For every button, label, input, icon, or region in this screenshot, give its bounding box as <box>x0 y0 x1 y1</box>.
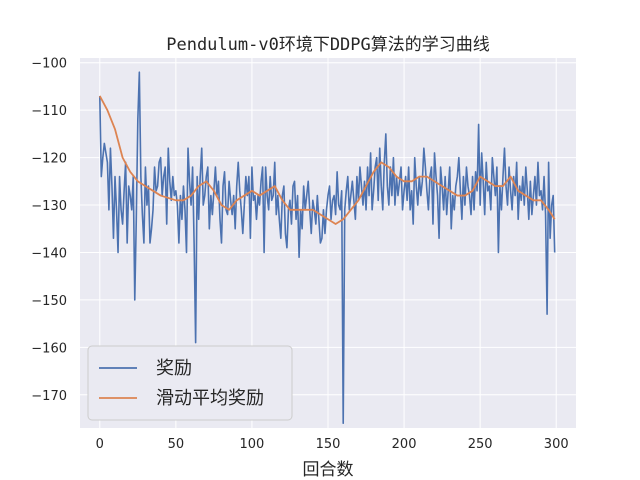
x-tick-label: 300 <box>544 437 569 452</box>
y-tick-label: −120 <box>31 152 67 167</box>
grid-layer <box>80 58 576 428</box>
x-tick-label: 250 <box>468 437 493 452</box>
moving-average-line <box>98 95 556 225</box>
y-tick-label: −110 <box>31 104 67 119</box>
legend-label-reward: 奖励 <box>156 358 192 379</box>
x-tick-label: 150 <box>316 437 341 452</box>
series-layer <box>98 71 556 425</box>
x-tick-label: 50 <box>168 437 185 452</box>
x-axis-label: 回合数 <box>303 460 354 480</box>
tick-layer: 0 50 100 150 200 250 300 −100 −110 −120 −130 −140 −1… <box>31 57 568 452</box>
legend-box <box>87 345 293 421</box>
y-tick-label: −150 <box>31 294 67 309</box>
y-tick-label: −140 <box>31 246 67 261</box>
x-tick-label: 100 <box>240 437 265 452</box>
reward-line <box>98 71 556 425</box>
x-tick-label: 200 <box>392 437 417 452</box>
legend: 奖励 滑动平均奖励 <box>87 345 293 421</box>
x-tick-label: 0 <box>96 437 104 452</box>
chart-title: Pendulum-v0环境下DDPG算法的学习曲线 <box>166 35 490 55</box>
y-tick-label: −100 <box>31 57 67 72</box>
y-tick-label: −170 <box>31 389 67 404</box>
legend-label-moving-average: 滑动平均奖励 <box>156 388 264 409</box>
y-tick-label: −130 <box>31 199 67 214</box>
y-tick-label: −160 <box>31 341 67 356</box>
